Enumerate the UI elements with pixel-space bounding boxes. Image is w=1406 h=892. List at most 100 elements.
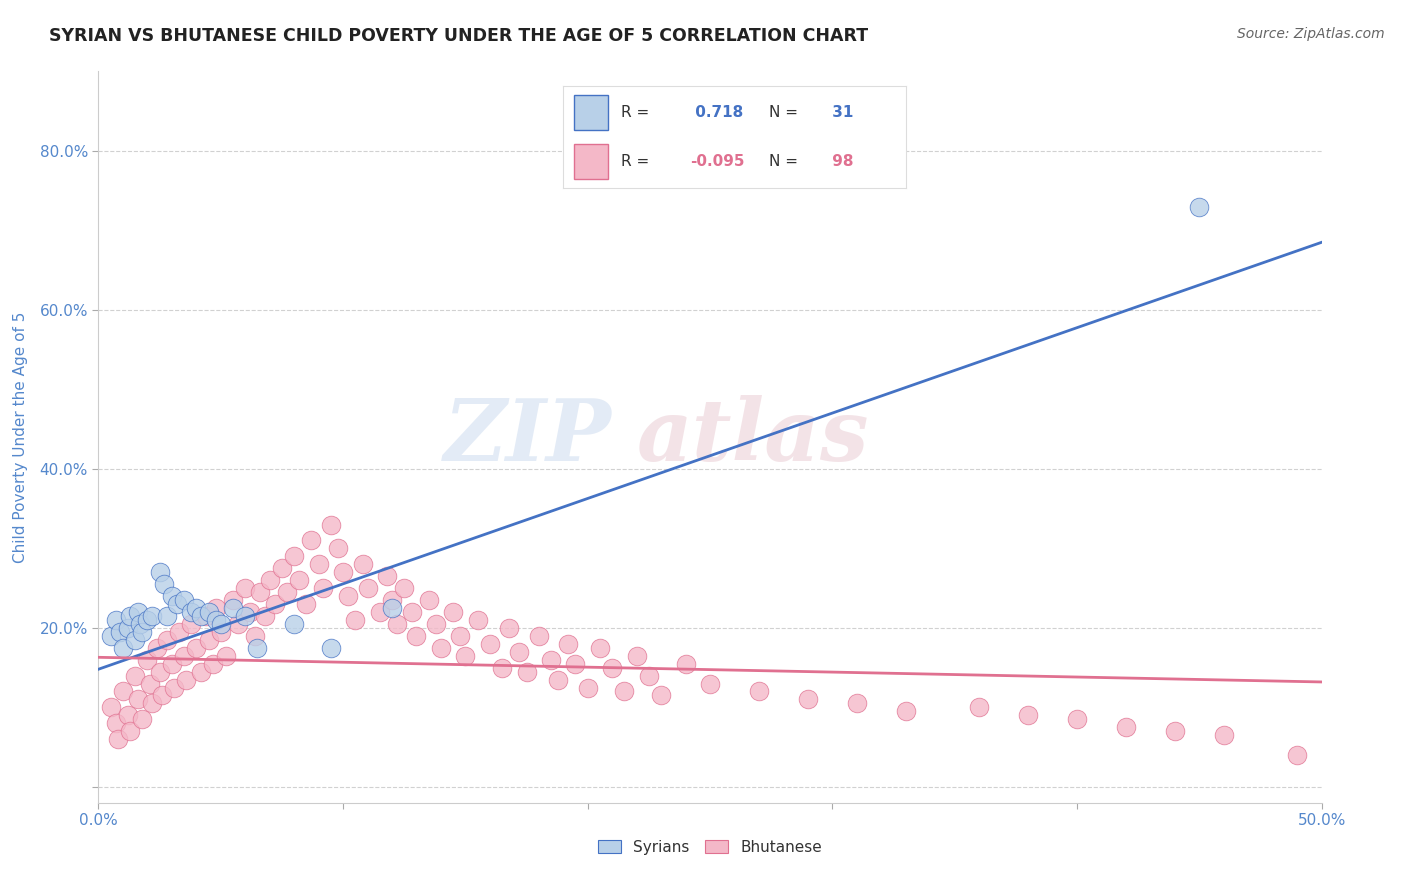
Point: [243, 629, 266, 643]
Point: [222, 593, 245, 607]
Point: [1017, 708, 1039, 723]
Point: [319, 517, 342, 532]
Point: [197, 632, 219, 647]
Point: [450, 629, 472, 643]
Point: [226, 616, 249, 631]
Point: [894, 705, 917, 719]
Point: [336, 589, 359, 603]
Legend: Syrians, Bhutanese: Syrians, Bhutanese: [592, 834, 828, 861]
Point: [136, 613, 159, 627]
Text: atlas: atlas: [637, 395, 869, 479]
Point: [100, 700, 122, 714]
Point: [283, 616, 305, 631]
Point: [576, 681, 599, 695]
Point: [312, 581, 335, 595]
Point: [401, 605, 423, 619]
Point: [156, 632, 179, 647]
Point: [295, 597, 318, 611]
Point: [515, 665, 537, 679]
Point: [176, 673, 198, 687]
Point: [1188, 200, 1211, 214]
Point: [146, 640, 169, 655]
Point: [141, 697, 163, 711]
Point: [478, 637, 501, 651]
Point: [613, 684, 636, 698]
Point: [166, 597, 188, 611]
Point: [141, 609, 163, 624]
Point: [149, 665, 172, 679]
Point: [319, 640, 342, 655]
Point: [491, 660, 513, 674]
Point: [186, 640, 208, 655]
Point: [173, 593, 195, 607]
Point: [117, 708, 139, 723]
Point: [352, 558, 374, 572]
Point: [637, 668, 661, 682]
Point: [467, 613, 489, 627]
Point: [368, 605, 391, 619]
Point: [117, 621, 139, 635]
Point: [557, 637, 579, 651]
Point: [131, 624, 153, 639]
Point: [356, 581, 378, 595]
Point: [259, 573, 281, 587]
Point: [375, 569, 398, 583]
Point: [650, 689, 672, 703]
Point: [120, 609, 142, 624]
Point: [1286, 748, 1309, 763]
Point: [149, 566, 172, 580]
Point: [150, 689, 173, 703]
Point: [163, 681, 186, 695]
Text: ZIP: ZIP: [444, 395, 612, 479]
Point: [120, 724, 142, 739]
Point: [540, 653, 562, 667]
Text: SYRIAN VS BHUTANESE CHILD POVERTY UNDER THE AGE OF 5 CORRELATION CHART: SYRIAN VS BHUTANESE CHILD POVERTY UNDER …: [49, 27, 869, 45]
Point: [111, 640, 134, 655]
Point: [214, 648, 236, 663]
Point: [797, 692, 820, 706]
Point: [180, 616, 202, 631]
Point: [454, 648, 477, 663]
Point: [270, 561, 294, 575]
Point: [124, 668, 146, 682]
Point: [508, 645, 530, 659]
Point: [104, 613, 127, 627]
Point: [626, 648, 648, 663]
Point: [156, 609, 179, 624]
Point: [249, 585, 271, 599]
Point: [127, 692, 149, 706]
Point: [253, 609, 276, 624]
Point: [246, 640, 269, 655]
Point: [233, 581, 256, 595]
Point: [441, 605, 464, 619]
Point: [675, 657, 697, 671]
Point: [110, 624, 132, 639]
Point: [100, 629, 122, 643]
Point: [233, 609, 256, 624]
Text: Source: ZipAtlas.com: Source: ZipAtlas.com: [1237, 27, 1385, 41]
Point: [1164, 724, 1187, 739]
Point: [222, 601, 245, 615]
Point: [547, 673, 569, 687]
Point: [748, 684, 770, 698]
Point: [190, 609, 212, 624]
Point: [845, 697, 868, 711]
Point: [160, 589, 183, 603]
Point: [299, 533, 322, 548]
Point: [197, 605, 219, 619]
Point: [381, 601, 404, 615]
Point: [967, 700, 990, 714]
Point: [124, 632, 146, 647]
Point: [239, 605, 262, 619]
Point: [498, 621, 520, 635]
Point: [332, 566, 354, 580]
Point: [392, 581, 416, 595]
Point: [288, 573, 311, 587]
Point: [308, 558, 330, 572]
Point: [283, 549, 305, 564]
Point: [186, 601, 208, 615]
Point: [381, 593, 404, 607]
Point: [205, 613, 228, 627]
Point: [205, 601, 228, 615]
Point: [276, 585, 298, 599]
